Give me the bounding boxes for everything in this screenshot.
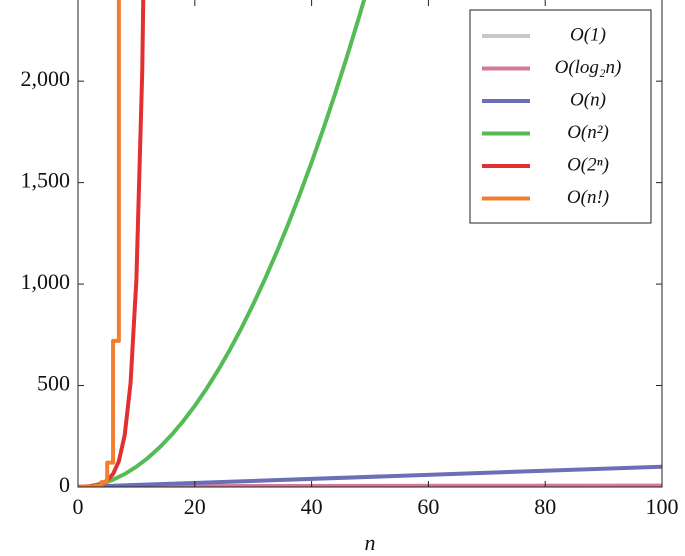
series-line (78, 464, 662, 487)
legend: O(1) O(log₂n) O(n) O(n²) O(2ⁿ) O(n!) (469, 9, 652, 224)
y-tick-label: 2,000 (21, 66, 71, 91)
legend-label: O(n²) (567, 122, 609, 143)
y-tick-label: 1,000 (21, 269, 71, 294)
x-tick-label: 0 (73, 494, 84, 519)
legend-label: O(2ⁿ) (567, 154, 609, 175)
legend-box (469, 9, 652, 224)
y-tick-label: 500 (37, 371, 70, 396)
x-tick-label: 60 (417, 494, 439, 519)
legend-label: O(1) (570, 24, 606, 45)
legend-label: O(log₂n) (555, 57, 622, 78)
series-line (78, 0, 121, 487)
x-tick-label: 40 (301, 494, 323, 519)
x-tick-label: 100 (646, 494, 679, 519)
legend-label: O(n!) (567, 187, 609, 208)
x-axis-label: n (365, 530, 376, 555)
y-tick-label: 1,500 (21, 168, 71, 193)
x-tick-label: 20 (184, 494, 206, 519)
axes-frame (77, 0, 663, 488)
legend-label: O(n) (570, 89, 606, 110)
series-line (78, 0, 367, 487)
x-tick-label: 80 (534, 494, 556, 519)
y-tick-label: 0 (59, 472, 70, 497)
